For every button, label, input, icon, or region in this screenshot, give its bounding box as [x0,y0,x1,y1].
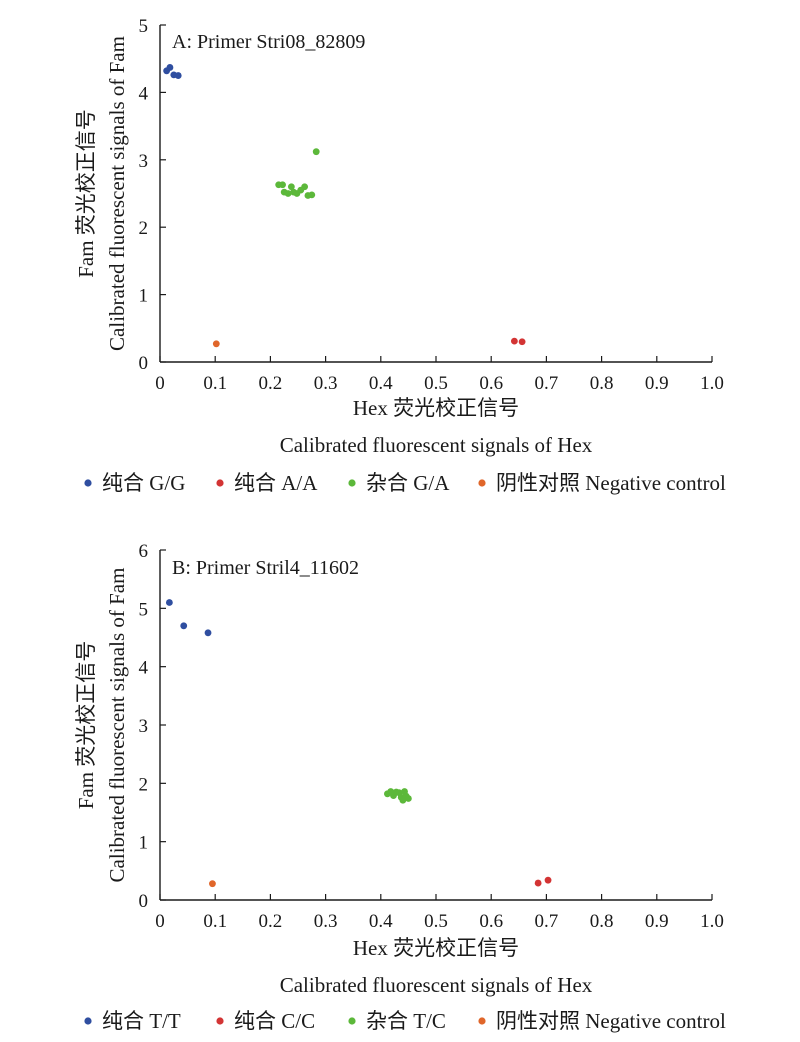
legend-marker [348,1017,356,1025]
y-axis-label: Fam 荧光校正信号 [74,109,98,278]
y-tick-label: 0 [139,353,149,374]
x-tick-label: 0.9 [645,373,669,394]
data-point [212,340,220,348]
data-point [308,191,316,199]
data-point [518,338,526,346]
data-point [405,795,412,802]
x-axis-label: Hex 荧光校正信号 [353,936,519,960]
x-tick-label: 0.4 [369,911,393,932]
x-tick-label: 0.7 [535,911,559,932]
chart-title: A: Primer Stri08_82809 [172,31,365,53]
legend-marker [348,479,356,487]
x-tick-label: 0.5 [424,911,448,932]
legend-marker [84,479,92,487]
legend-label: 阴性对照 Negative control [496,471,726,495]
data-point [279,181,286,189]
data-point [209,880,216,888]
legend-marker [478,1017,486,1025]
y-tick-label: 4 [139,83,149,104]
data-point [284,190,292,197]
x-tick-label: 0.3 [314,373,338,394]
data-point [180,622,188,630]
chart-title: B: Primer Stril4_11602 [172,557,359,579]
data-point [165,599,173,606]
data-point [174,72,182,79]
y-tick-label: 1 [139,286,149,307]
y-tick-label: 4 [139,658,149,679]
y-tick-label: 2 [139,218,149,239]
y-axis-label: Calibrated fluorescent signals of Fam [105,36,129,351]
y-tick-label: 2 [139,774,149,795]
data-point [287,183,295,191]
y-axis-label: Calibrated fluorescent signals of Fam [105,568,129,883]
y-tick-label: 5 [139,16,149,37]
data-point [204,629,212,637]
x-tick-label: 0.2 [259,911,283,932]
y-axis-label: Fam 荧光校正信号 [74,641,98,810]
x-tick-label: 0.7 [535,373,559,394]
legend-label: 纯合 A/A [234,471,318,495]
x-tick-label: 0.1 [203,373,227,394]
x-axis-label: Hex 荧光校正信号 [353,396,519,420]
x-tick-label: 0.4 [369,373,393,394]
x-tick-label: 0.8 [590,373,614,394]
legend-label: 纯合 C/C [234,1009,315,1033]
legend-marker [478,479,486,487]
x-tick-label: 0.9 [645,911,669,932]
legend-label: 纯合 G/G [102,471,185,495]
data-point [166,64,174,71]
x-tick-label: 0.1 [203,911,227,932]
data-point [312,148,320,156]
x-tick-label: 1.0 [700,911,724,932]
y-tick-label: 0 [139,891,149,912]
legend-marker [84,1017,92,1025]
x-tick-label: 0.6 [479,373,503,394]
x-tick-label: 0 [155,373,165,394]
x-axis-label: Calibrated fluorescent signals of Hex [280,973,593,997]
chart-panel-b: 0 0.1 0.2 0.3 0.4 0.5 0.6 0.7 0.8 0.9 1.0 0 1 2 3 4 5 6 B:… [74,541,726,1033]
y-tick-label: 1 [139,833,149,854]
legend-label: 杂合 G/A [366,471,450,495]
y-tick-label: 6 [139,541,149,562]
x-tick-label: 0.2 [259,373,283,394]
legend-marker [216,479,224,487]
x-tick-label: 0.8 [590,911,614,932]
y-tick-label: 3 [139,151,149,172]
legend-label: 纯合 T/T [102,1009,181,1033]
data-point [544,876,552,884]
y-tick-label: 3 [139,716,149,737]
x-tick-label: 0.3 [314,911,338,932]
data-point [301,183,309,191]
x-tick-label: 0.5 [424,373,448,394]
x-tick-label: 0 [155,911,165,932]
chart-panel-a: 0 0.1 0.2 0.3 0.4 0.5 0.6 0.7 0.8 0.9 1.0 0 1 2 3 4 5 A: … [74,16,726,495]
x-tick-label: 0.6 [479,911,503,932]
legend-label: 阴性对照 Negative control [496,1009,726,1033]
legend-marker [216,1017,224,1025]
x-tick-label: 1.0 [700,373,724,394]
x-axis-label: Calibrated fluorescent signals of Hex [280,433,593,457]
legend-label: 杂合 T/C [366,1009,446,1033]
data-point [534,879,542,887]
data-point [510,337,518,345]
y-tick-label: 5 [139,599,149,620]
